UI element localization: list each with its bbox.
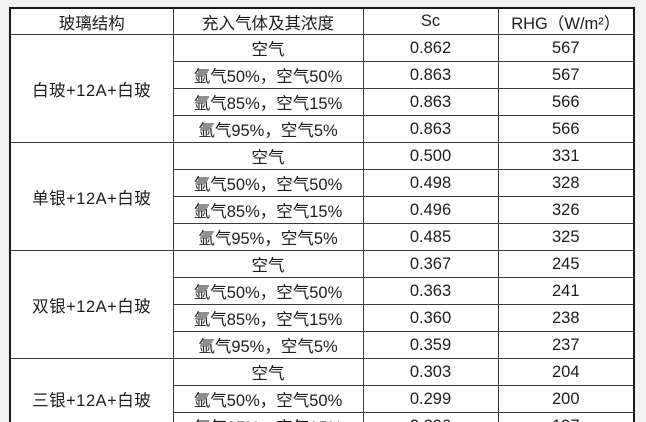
cell-structure-group4: 三银+12A+白玻 <box>9 358 174 422</box>
cell-rhg: 566 <box>497 115 635 143</box>
cell-sc: 0.360 <box>362 304 499 332</box>
cell-structure-group2: 单银+12A+白玻 <box>9 142 174 251</box>
cell-rhg: 567 <box>497 61 635 89</box>
cell-gas: 氩气95%，空气5% <box>172 115 364 143</box>
cell-sc: 0.498 <box>362 169 499 197</box>
cell-rhg: 245 <box>497 250 635 278</box>
cell-rhg: 325 <box>497 223 635 251</box>
cell-rhg: 567 <box>497 34 635 62</box>
cell-gas: 氩气85%，空气15% <box>172 304 364 332</box>
cell-sc: 0.862 <box>362 34 499 62</box>
cell-sc: 0.359 <box>362 331 499 359</box>
table-row: 双银+12A+白玻 空气 0.367 245 <box>9 250 635 359</box>
cell-gas: 氩气50%，空气50% <box>172 385 364 413</box>
table-row: 氩气85%，空气15% 0.496 326 <box>10 196 635 224</box>
cell-gas: 氩气50%，空气50% <box>172 61 364 89</box>
cell-gas: 空气 <box>172 34 364 62</box>
table-row: 白玻+12A+白玻 空气 0.862 567 <box>9 34 635 143</box>
header-row: 玻璃结构 充入气体及其浓度 Sc RHG（W/m²） <box>9 7 635 35</box>
cell-structure-group3: 双银+12A+白玻 <box>9 250 174 359</box>
cell-rhg: 237 <box>497 331 635 359</box>
col-header-gas-concentration: 充入气体及其浓度 <box>172 7 364 35</box>
table-row: 三银+12A+白玻 空气 0.303 204 <box>9 358 635 422</box>
cell-gas: 氩气95%，空气5% <box>172 223 364 251</box>
cell-rhg: 197 <box>497 412 635 422</box>
table-row: 氩气50%，空气50% 0.363 241 <box>10 277 635 305</box>
cell-gas: 氩气50%，空气50% <box>172 277 364 305</box>
cell-sc: 0.303 <box>362 358 499 386</box>
cell-rhg: 241 <box>497 277 635 305</box>
cell-sc: 0.863 <box>362 61 499 89</box>
cell-rhg: 200 <box>497 385 635 413</box>
cell-gas: 氩气85%，空气15% <box>172 412 364 422</box>
cell-gas: 氩气85%，空气15% <box>172 88 364 116</box>
cell-sc: 0.863 <box>362 88 499 116</box>
cell-gas: 空气 <box>172 358 364 386</box>
table-row: 单银+12A+白玻 空气 0.500 331 <box>9 142 635 251</box>
cell-sc: 0.863 <box>362 115 499 143</box>
cell-rhg: 238 <box>497 304 635 332</box>
glass-gas-rhg-table: 玻璃结构 充入气体及其浓度 Sc RHG（W/m²） 白玻+12A+白玻 空气 … <box>9 7 635 422</box>
table-row: 氩气95%，空气5% 0.359 237 <box>10 331 635 359</box>
table-row: 氩气50%，空气50% 0.498 328 <box>10 169 635 197</box>
cell-structure-group1: 白玻+12A+白玻 <box>9 34 174 143</box>
cell-rhg: 331 <box>497 142 635 170</box>
cell-sc: 0.485 <box>362 223 499 251</box>
cell-rhg: 326 <box>497 196 635 224</box>
cell-sc: 0.363 <box>362 277 499 305</box>
col-header-sc: Sc <box>362 7 499 35</box>
cell-rhg: 204 <box>497 358 635 386</box>
table-row: 氩气95%，空气5% 0.863 566 <box>10 115 635 143</box>
table-row: 氩气50%，空气50% 0.863 567 <box>10 61 635 89</box>
cell-gas: 氩气50%，空气50% <box>172 169 364 197</box>
cell-rhg: 328 <box>497 169 635 197</box>
cell-sc: 0.496 <box>362 196 499 224</box>
cell-sc: 0.500 <box>362 142 499 170</box>
col-header-rhg: RHG（W/m²） <box>497 7 635 35</box>
cell-rhg: 566 <box>497 88 635 116</box>
cell-gas: 氩气95%，空气5% <box>172 331 364 359</box>
table-row: 氩气85%，空气15% 0.360 238 <box>10 304 635 332</box>
table-row: 氩气85%，空气15% 0.296 197 <box>10 412 635 422</box>
cell-sc: 0.296 <box>362 412 499 422</box>
table-row: 氩气50%，空气50% 0.299 200 <box>10 385 635 413</box>
cell-gas: 空气 <box>172 142 364 170</box>
cell-gas: 空气 <box>172 250 364 278</box>
col-header-glass-structure: 玻璃结构 <box>9 7 174 35</box>
cell-sc: 0.367 <box>362 250 499 278</box>
table-row: 氩气85%，空气15% 0.863 566 <box>10 88 635 116</box>
cell-gas: 氩气85%，空气15% <box>172 196 364 224</box>
cell-sc: 0.299 <box>362 385 499 413</box>
